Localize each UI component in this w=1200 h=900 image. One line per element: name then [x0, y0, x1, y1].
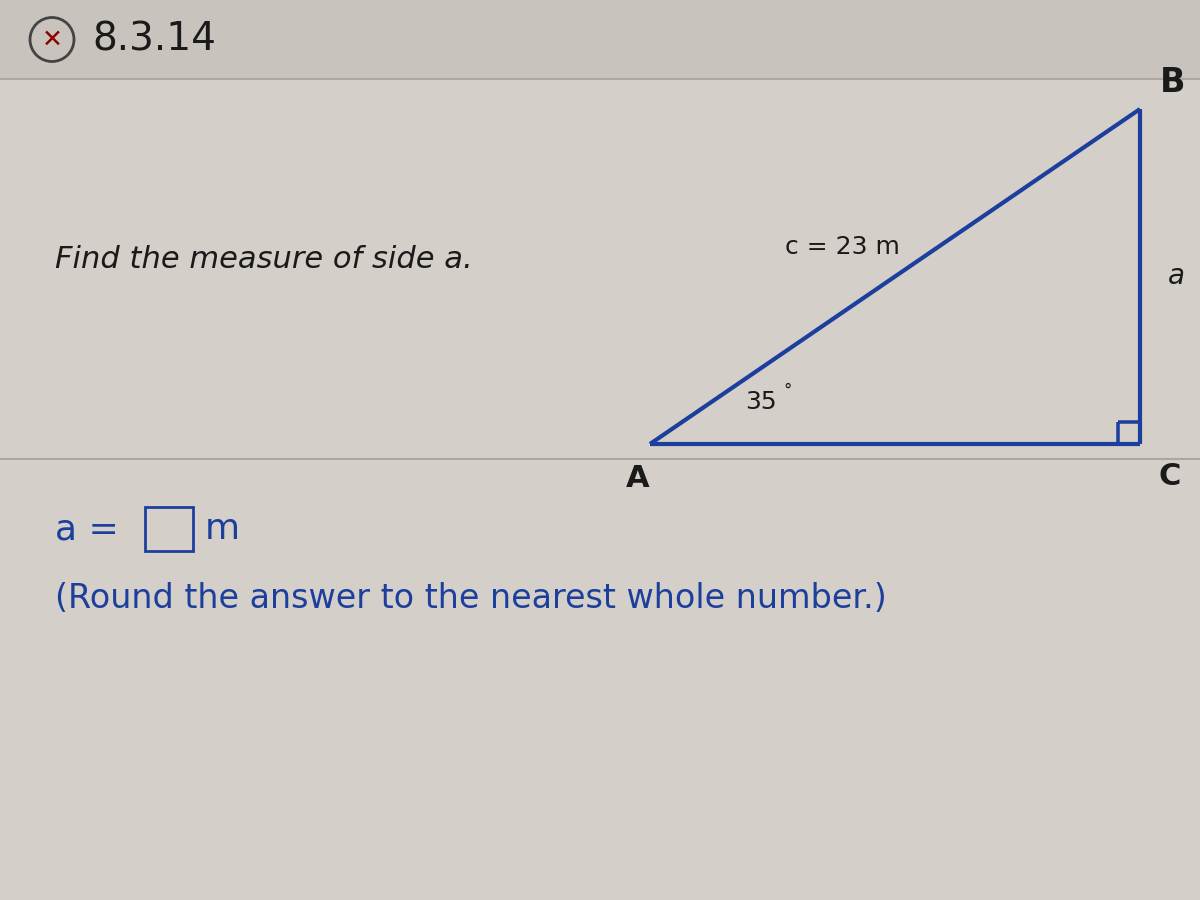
Bar [0, 0, 1200, 79]
Text: 8.3.14: 8.3.14 [92, 21, 216, 58]
Text: m: m [205, 512, 240, 546]
Text: ✕: ✕ [42, 28, 62, 51]
Text: °: ° [784, 382, 791, 400]
Text: a: a [1168, 263, 1186, 291]
Text: A: A [626, 464, 650, 493]
Text: C: C [1158, 462, 1181, 491]
Text: B: B [1160, 66, 1186, 99]
Bar [145, 507, 193, 551]
Text: (Round the answer to the nearest whole number.): (Round the answer to the nearest whole n… [55, 582, 887, 616]
Text: c = 23 m: c = 23 m [785, 235, 900, 258]
Text: a =: a = [55, 512, 119, 546]
Text: Find the measure of side a.: Find the measure of side a. [55, 245, 473, 274]
Text: 35: 35 [745, 390, 776, 414]
